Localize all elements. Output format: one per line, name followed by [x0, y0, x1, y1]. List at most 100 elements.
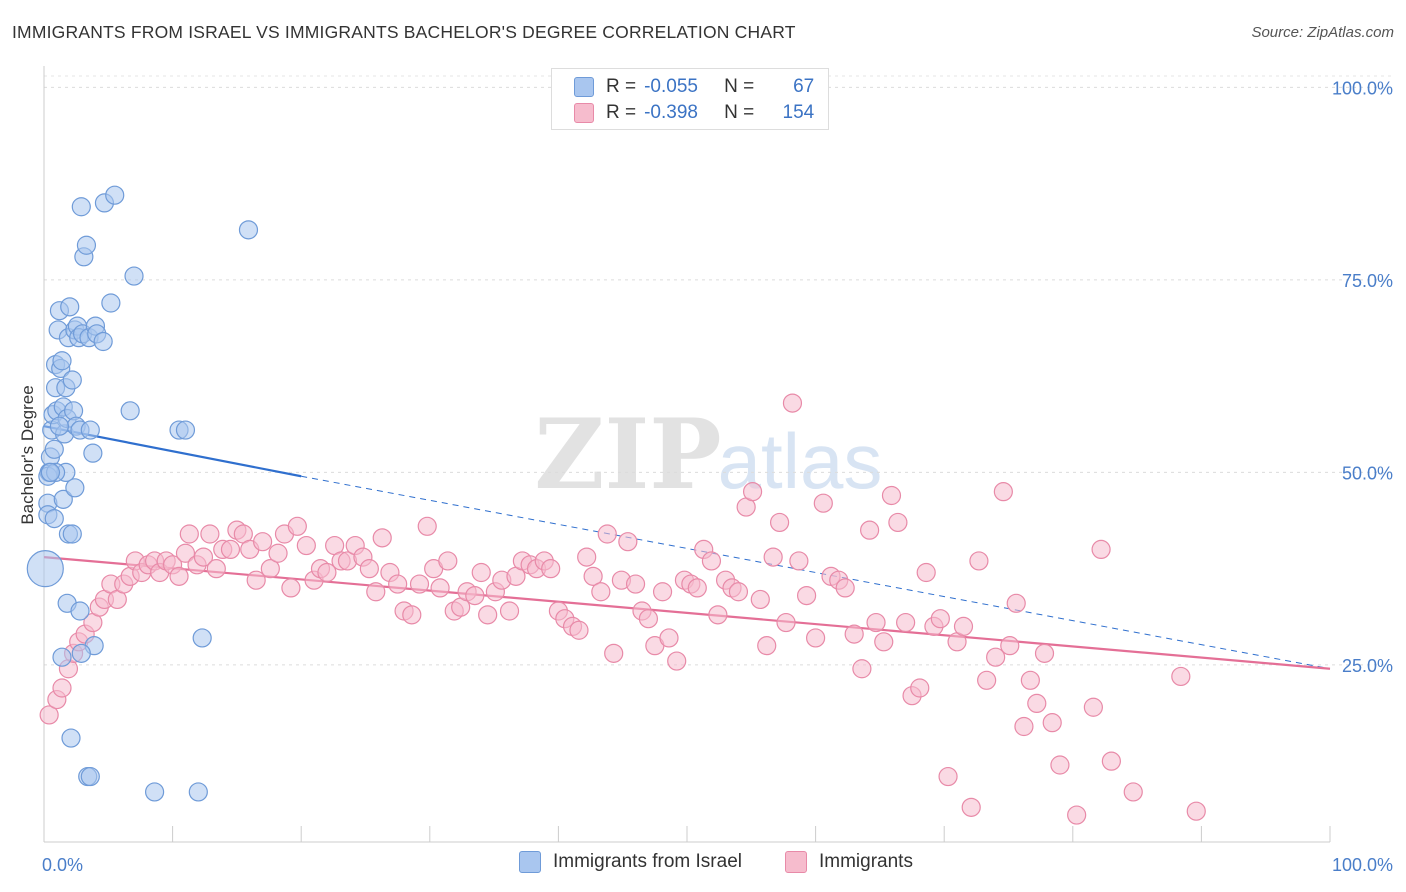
immigrants-point — [742, 482, 763, 502]
israel-point — [26, 550, 64, 588]
immigrants-point — [750, 589, 770, 610]
israel-point — [105, 185, 125, 205]
legend-n-label: N = — [724, 102, 755, 123]
israel-point — [188, 782, 208, 802]
immigrants-point — [569, 620, 589, 640]
immigrants-point — [618, 532, 638, 552]
israel-point — [70, 601, 90, 621]
immigrants-point — [604, 643, 624, 663]
immigrants-point — [597, 524, 617, 544]
immigrants-point — [659, 628, 679, 648]
israel-point — [238, 220, 259, 240]
immigrants-point — [1091, 539, 1111, 560]
israel-point — [44, 508, 64, 529]
immigrants-point — [652, 582, 673, 602]
legend-r-label: R = — [606, 76, 637, 97]
immigrants-point — [1123, 782, 1143, 802]
watermark-zip: ZIP — [534, 398, 721, 511]
immigrants-point — [402, 605, 422, 625]
immigrants-point — [179, 524, 199, 544]
israel-point — [71, 197, 91, 217]
immigrants-point — [728, 582, 749, 602]
immigrants-point — [844, 624, 864, 644]
immigrants-point — [1186, 801, 1206, 821]
israel-point — [76, 235, 97, 255]
immigrants-point — [471, 562, 491, 583]
tick-labels: 25.0% 50.0% 75.0% 100.0% 0.0% 100.0% — [42, 78, 1393, 875]
immigrants-point — [789, 551, 809, 571]
immigrants-point — [438, 551, 458, 571]
immigrants-point — [193, 547, 214, 567]
israel-point — [60, 297, 80, 317]
immigrants-point — [687, 578, 707, 598]
immigrants-point — [782, 393, 803, 413]
immigrants-point — [969, 551, 989, 571]
immigrants-point — [896, 612, 916, 633]
immigrants-point — [1101, 751, 1121, 771]
legend-swatch-israel — [574, 77, 594, 97]
immigrants-point — [757, 636, 777, 656]
chart-title: IMMIGRANTS FROM ISRAEL VS IMMIGRANTS BAC… — [12, 22, 796, 42]
immigrants-point — [805, 628, 826, 648]
israel-point — [53, 489, 73, 509]
israel-point — [192, 628, 212, 648]
immigrants-point — [796, 585, 817, 606]
immigrants-point — [1042, 713, 1062, 733]
x-tick-label: 0.0% — [42, 855, 83, 875]
legend-n-value: 67 — [793, 76, 815, 97]
israel-point — [80, 420, 100, 440]
israel-point — [44, 439, 64, 459]
immigrants-point — [52, 678, 72, 698]
legend-r-value: -0.055 — [644, 76, 698, 97]
immigrants-point — [39, 705, 59, 725]
bottom-legend-swatch-israel — [519, 851, 541, 873]
immigrants-point — [953, 616, 974, 637]
legend-r-value: -0.398 — [644, 102, 698, 123]
bottom-legend-israel: Immigrants from Israel — [519, 851, 742, 873]
legend-n-value: 154 — [782, 102, 815, 123]
immigrants-point — [253, 532, 273, 552]
immigrants-point — [499, 601, 520, 621]
data-points — [26, 185, 1206, 825]
immigrants-point — [175, 543, 196, 563]
immigrants-point — [1171, 666, 1191, 687]
israel-point — [62, 524, 82, 544]
israel-point — [61, 728, 81, 748]
immigrants-point — [769, 512, 790, 533]
immigrants-point — [409, 574, 430, 594]
immigrants-point — [977, 670, 997, 690]
bottom-legend-label-israel: Immigrants from Israel — [553, 851, 742, 872]
legend-r-label: R = — [606, 102, 637, 123]
israel-point — [101, 293, 121, 313]
immigrants-point — [813, 493, 833, 513]
legend-row-israel: R = -0.055 N = 67 — [574, 74, 814, 100]
y-tick-label: 100.0% — [1332, 78, 1393, 98]
immigrants-point — [708, 605, 728, 625]
immigrants-point — [625, 574, 646, 594]
immigrants-point — [881, 485, 902, 506]
immigrants-point — [465, 585, 485, 606]
immigrants-point — [1006, 593, 1026, 613]
immigrants-point — [430, 578, 450, 598]
immigrants-point — [206, 559, 226, 579]
immigrants-point — [417, 516, 437, 536]
israel-point — [93, 331, 113, 352]
israel-point — [71, 643, 91, 663]
immigrants-point — [910, 678, 930, 698]
y-tick-label: 75.0% — [1342, 271, 1393, 291]
immigrants-point — [763, 547, 783, 567]
immigrants-point — [667, 651, 687, 671]
immigrants-point — [220, 539, 241, 560]
immigrants-point — [874, 632, 894, 652]
immigrants-point — [478, 605, 498, 625]
israel-point — [52, 647, 72, 667]
immigrants-point — [986, 647, 1006, 667]
israel-point — [124, 266, 144, 286]
immigrants-point — [200, 524, 220, 544]
immigrants-point — [169, 566, 189, 586]
correlation-legend: R = -0.055 N = 67 R = -0.398 N = 154 — [551, 68, 829, 130]
y-tick-label: 50.0% — [1342, 463, 1393, 483]
israel-point — [49, 416, 70, 436]
bottom-legend-immigrants: Immigrants — [785, 851, 913, 873]
